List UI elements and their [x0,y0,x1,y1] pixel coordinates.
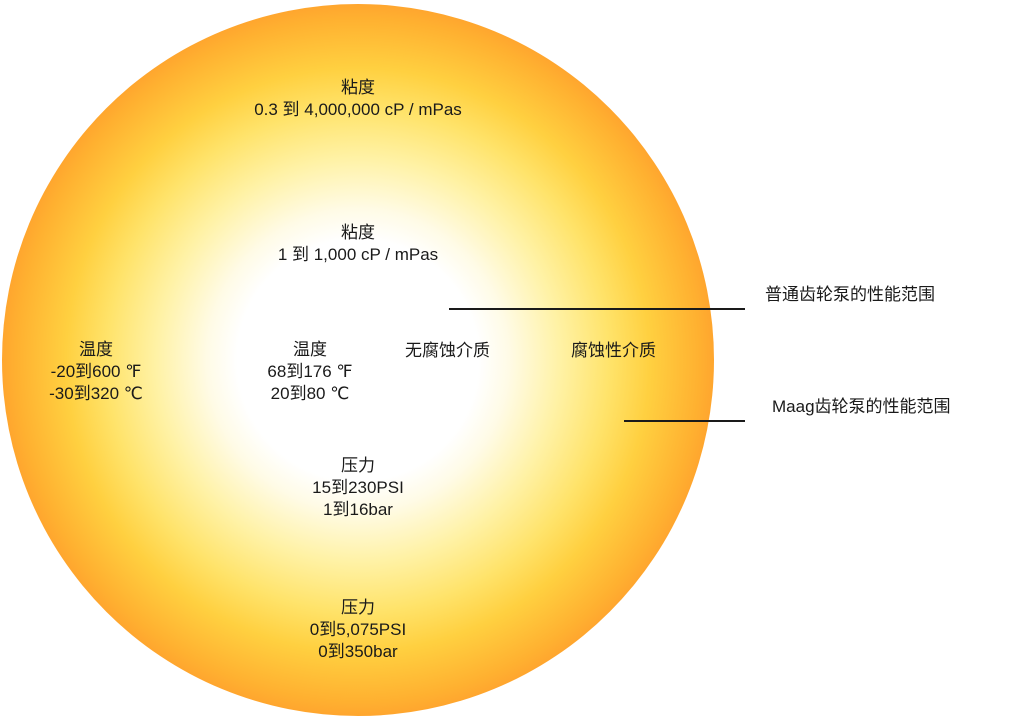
inner-temperature-title: 温度 [240,339,380,361]
outer-temperature-title: 温度 [26,339,166,361]
outer-viscosity-title: 粘度 [208,77,508,99]
inner-pressure-psi: 15到230PSI [288,477,428,499]
inner-viscosity-title: 粘度 [208,222,508,244]
standard-pump-range-label: 普通齿轮泵的性能范围 [765,284,935,306]
outer-pressure-bar: 0到350bar [288,641,428,663]
inner-pressure-bar: 1到16bar [288,499,428,521]
inner-viscosity-block: 粘度 1 到 1,000 cP / mPas [208,222,508,266]
outer-temperature-fahrenheit: -20到600 ℉ [26,361,166,383]
outer-viscosity-value: 0.3 到 4,000,000 cP / mPas [208,99,508,121]
inner-temperature-celsius: 20到80 ℃ [240,383,380,405]
inner-temperature-fahrenheit: 68到176 ℉ [240,361,380,383]
maag-range-leader-line [624,420,745,422]
outer-viscosity-block: 粘度 0.3 到 4,000,000 cP / mPas [208,77,508,121]
outer-temperature-celsius: -30到320 ℃ [26,383,166,405]
standard-range-leader-line [449,308,745,310]
inner-temperature-block: 温度 68到176 ℉ 20到80 ℃ [240,339,380,405]
inner-viscosity-value: 1 到 1,000 cP / mPas [208,244,508,266]
inner-media-label: 无腐蚀介质 [405,340,490,362]
inner-pressure-title: 压力 [288,455,428,477]
outer-pressure-block: 压力 0到5,075PSI 0到350bar [288,597,428,663]
maag-pump-range-label: Maag齿轮泵的性能范围 [772,396,951,418]
outer-pressure-psi: 0到5,075PSI [288,619,428,641]
outer-media-label: 腐蚀性介质 [571,340,656,362]
inner-pressure-block: 压力 15到230PSI 1到16bar [288,455,428,521]
outer-pressure-title: 压力 [288,597,428,619]
outer-temperature-block: 温度 -20到600 ℉ -30到320 ℃ [26,339,166,405]
